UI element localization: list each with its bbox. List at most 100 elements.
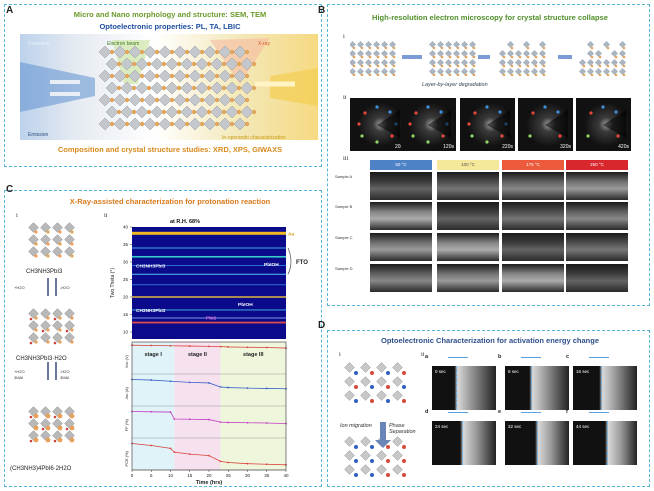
- temperature-cell: 175 °C: [502, 160, 564, 170]
- lattice-cation: [510, 55, 514, 59]
- octahedron: [113, 69, 127, 83]
- frame-time: 32 sec: [508, 424, 522, 429]
- lattice-cation: [518, 73, 522, 76]
- lattice-unit: [444, 49, 453, 58]
- octahedron: [195, 57, 209, 71]
- octahedron: [225, 105, 239, 119]
- xlabel: Time (hrs): [196, 480, 223, 486]
- ion-octahedron: [360, 436, 371, 447]
- ma-cation: [45, 437, 51, 443]
- octahedron: [195, 81, 209, 95]
- ma-cation: [34, 254, 38, 258]
- lattice-unit: [530, 58, 539, 67]
- diffraction-spot: [375, 105, 379, 109]
- cation-dot: [124, 73, 130, 79]
- temperature-cell: 100 °C: [437, 160, 499, 170]
- diffraction-spot: [357, 122, 361, 126]
- halide-ion: [354, 399, 358, 403]
- pbi6-octahedron: [52, 234, 63, 245]
- lattice-unit: [444, 67, 453, 76]
- pbi6-octahedron: [64, 234, 75, 245]
- pbi6-octahedron: [28, 246, 39, 257]
- water-molecule: [53, 341, 57, 345]
- panel-d-sub-ii: ii: [421, 351, 425, 358]
- ma-cation: [58, 242, 62, 246]
- octahedron: [233, 93, 247, 107]
- lattice-unit: [452, 40, 461, 49]
- octahedron: [210, 105, 224, 119]
- lattice-unit: [602, 67, 611, 76]
- octahedron: [98, 93, 112, 107]
- cation-dot: [176, 85, 182, 91]
- octahedron: [165, 57, 179, 71]
- lattice-cation: [472, 64, 476, 68]
- octahedron: [98, 117, 112, 131]
- cation-dot: [131, 85, 137, 91]
- xtick-label: 25: [226, 473, 232, 478]
- lattice-unit: [356, 49, 365, 58]
- octahedron: [143, 117, 157, 131]
- lattice-cation: [614, 73, 618, 76]
- ion-migration-schematic: [344, 362, 406, 477]
- lattice-cation: [392, 55, 396, 59]
- ma-cation: [70, 230, 74, 234]
- octahedron: [105, 81, 119, 95]
- series-point: [208, 454, 210, 457]
- halide-ion: [370, 399, 374, 403]
- heatmap-title: at R.H. 68%: [170, 219, 200, 225]
- ma-cation: [58, 254, 62, 258]
- octahedron: [150, 57, 164, 71]
- beam-stop: [428, 110, 451, 138]
- lattice-unit: [436, 40, 445, 49]
- cation-dot: [184, 73, 190, 79]
- diffraction-spot: [390, 134, 394, 138]
- diffraction-spot: [426, 105, 430, 109]
- lattice-cation: [440, 46, 444, 50]
- octahedron: [218, 117, 232, 131]
- lattice-unit: [428, 67, 437, 76]
- ma-cation: [70, 340, 74, 344]
- lattice-unit: [586, 58, 595, 67]
- lattice-unit: [372, 58, 381, 67]
- lattice-unit: [538, 67, 547, 76]
- octahedron: [105, 57, 119, 71]
- lattice-unit: [350, 49, 357, 58]
- frame-guide-line: [601, 366, 602, 410]
- cation-dot: [116, 85, 122, 91]
- octahedron: [128, 93, 142, 107]
- ma-cation: [58, 328, 62, 332]
- ma-cation: [46, 328, 50, 332]
- lattice-cation: [606, 73, 610, 76]
- heatmap-ytick-label: 15: [123, 312, 129, 317]
- halide-ion: [402, 459, 406, 463]
- diffraction-spot: [531, 111, 535, 115]
- frame-time: 44 sec: [576, 424, 590, 429]
- water-molecule: [29, 317, 33, 321]
- lattice-cation: [384, 55, 388, 59]
- panel-a-bottom: Composition and crystal structure studie…: [57, 145, 283, 154]
- octahedron: [218, 93, 232, 107]
- octahedron: [203, 69, 217, 83]
- lattice-unit: [538, 58, 547, 67]
- cation-dot: [236, 61, 242, 67]
- heatmap-ytick-label: 40: [123, 225, 129, 230]
- series-point: [219, 460, 222, 463]
- octahedron: [218, 45, 232, 59]
- phase-label: Au: [288, 231, 294, 237]
- tem-time-label: 220s: [502, 144, 513, 150]
- panel-c: [4, 190, 322, 487]
- ma-cation: [46, 230, 50, 234]
- diffraction-spot: [500, 134, 504, 138]
- lattice-cation: [456, 55, 460, 59]
- lattice-unit: [372, 67, 381, 76]
- lattice-unit: [380, 67, 389, 76]
- diffraction-spot: [498, 110, 502, 114]
- series-point: [150, 410, 153, 413]
- series-point: [173, 451, 176, 454]
- panel-c-sub-i: i: [16, 212, 18, 219]
- octahedron: [233, 69, 247, 83]
- diffraction-spot: [485, 105, 489, 109]
- halide-ion: [354, 459, 358, 463]
- lattice-unit: [610, 58, 619, 67]
- lattice-unit: [364, 49, 373, 58]
